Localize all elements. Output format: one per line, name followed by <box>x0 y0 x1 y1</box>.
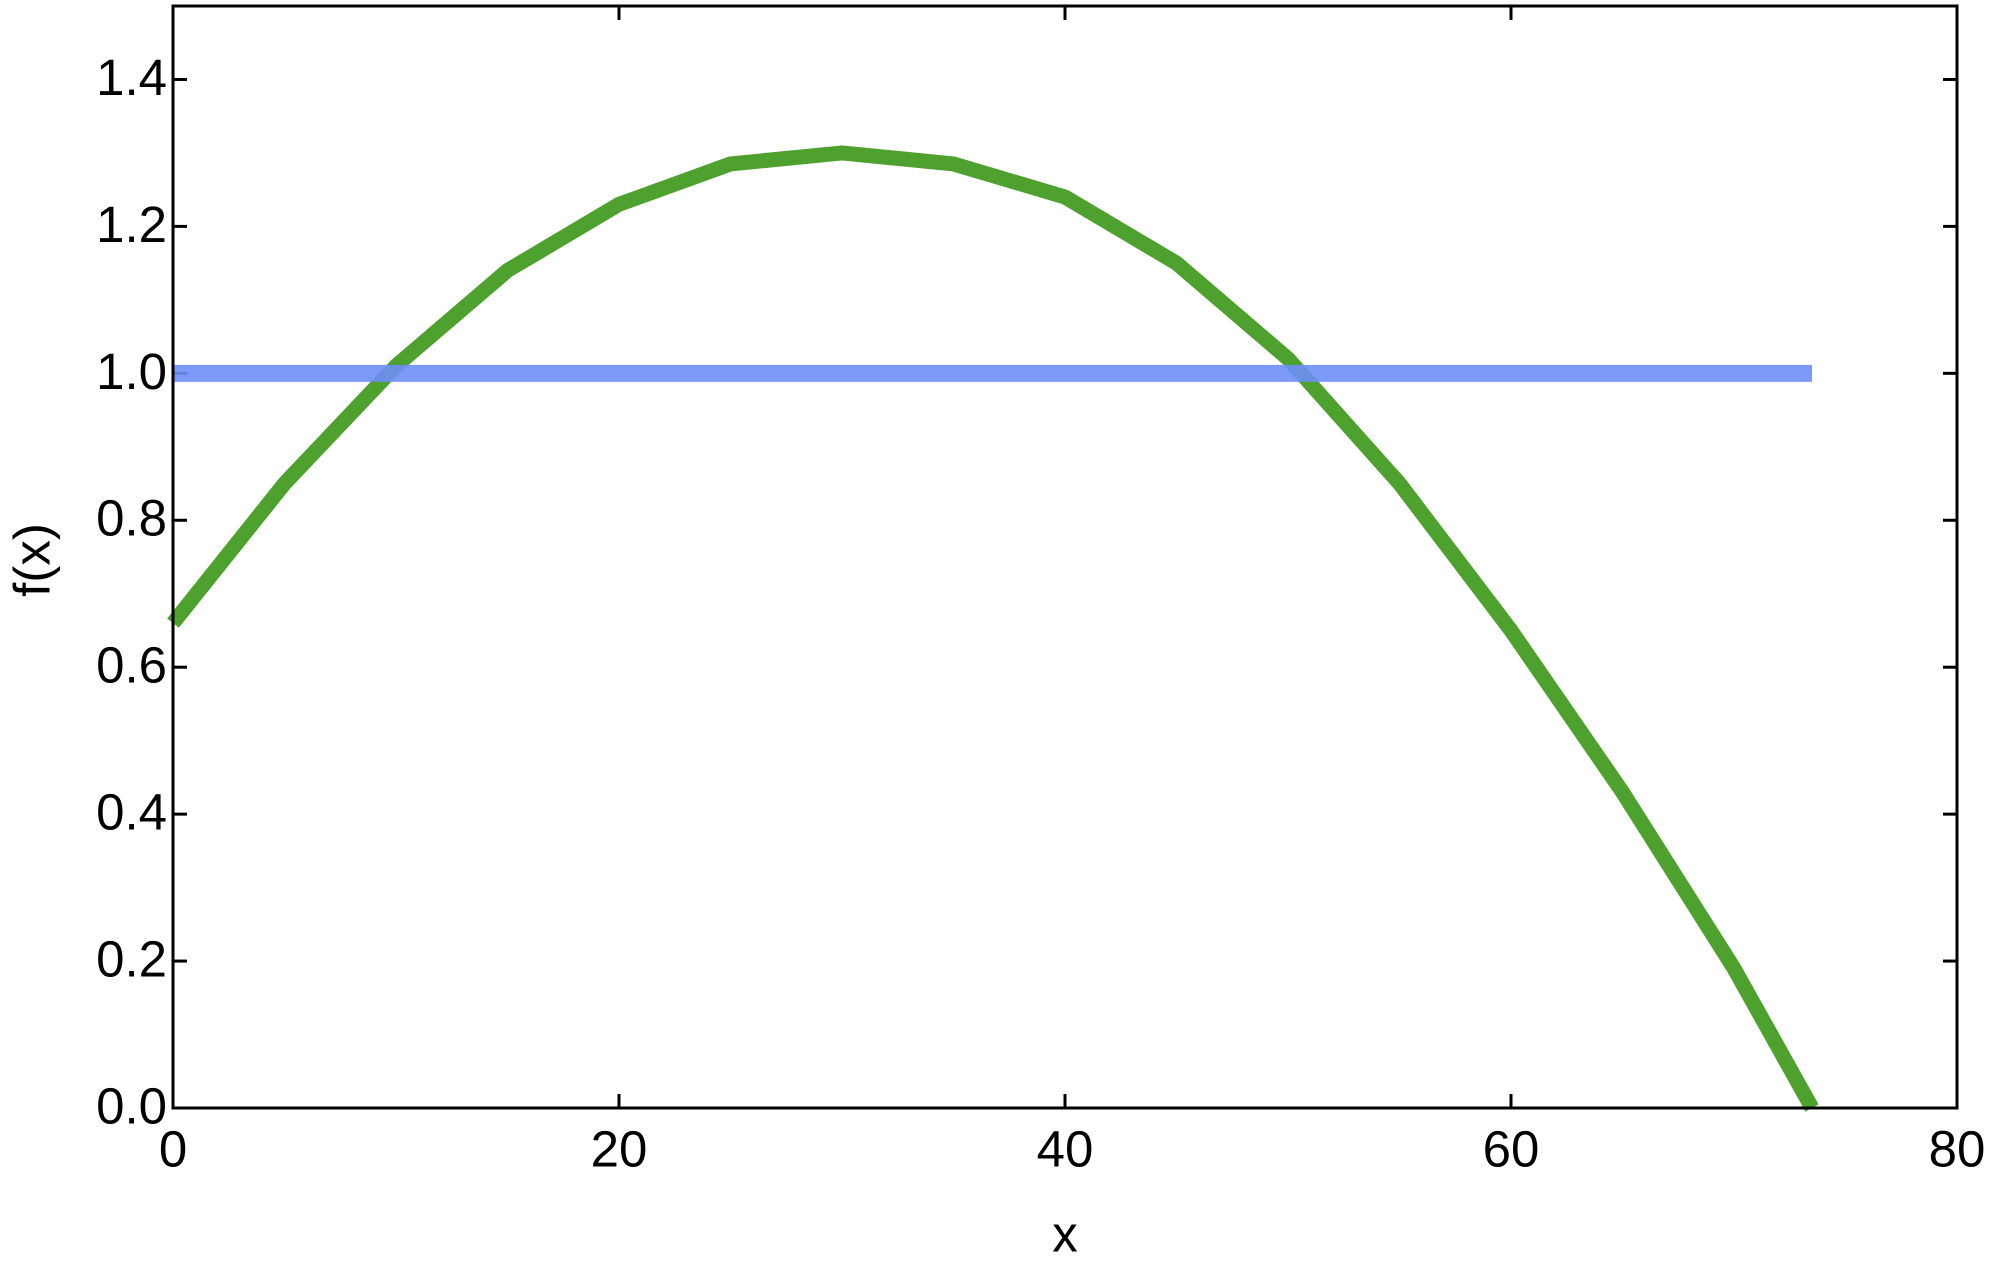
y-tick-label: 0.8 <box>96 490 167 547</box>
x-tick-label: 0 <box>159 1120 187 1177</box>
plot-frame <box>171 4 1959 1110</box>
line <box>167 145 1819 1112</box>
x-tick-label: 60 <box>1483 1120 1540 1177</box>
y-tick-label: 1.0 <box>96 343 167 400</box>
y-tick-label: 0.6 <box>96 637 167 694</box>
y-tick-label: 0.2 <box>96 931 167 988</box>
y-tick-label: 0.4 <box>96 784 167 841</box>
x-tick-label: 80 <box>1929 1120 1986 1177</box>
y-tick-label: 0.0 <box>96 1077 167 1134</box>
y-tick-label: 1.2 <box>96 196 167 253</box>
x-axis-label: x <box>1052 1205 1078 1262</box>
y-axis-label: f(x) <box>3 523 60 597</box>
x-tick-label: 40 <box>1037 1120 1094 1177</box>
y-tick-label: 1.4 <box>96 49 167 106</box>
x-tick-label: 20 <box>591 1120 648 1177</box>
